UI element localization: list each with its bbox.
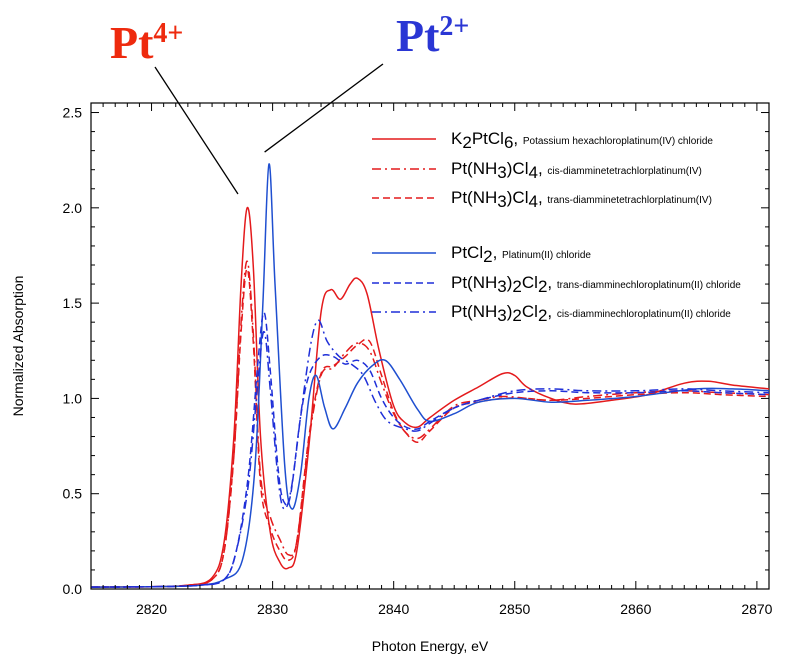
x-tick-label: 2850 bbox=[499, 601, 530, 617]
y-tick-label: 2.0 bbox=[63, 200, 83, 216]
series-line-2 bbox=[90, 260, 770, 588]
x-axis-title: Photon Energy, eV bbox=[372, 638, 489, 654]
series-layer bbox=[90, 163, 770, 588]
legend-label-3: Pt(NH3)Cl4, trans-diamminetetrachlorplat… bbox=[451, 188, 712, 211]
x-tick-label: 2870 bbox=[741, 601, 772, 617]
series-line-5 bbox=[90, 311, 770, 588]
legend-label-2: Pt(NH3)Cl4, cis-diamminetetrachlorplatin… bbox=[451, 159, 702, 182]
x-tick-label: 2830 bbox=[257, 601, 288, 617]
y-axis-title: Normalized Absorption bbox=[10, 276, 26, 417]
y-tick-label: 1.5 bbox=[63, 295, 83, 311]
y-tick-label: 1.0 bbox=[63, 390, 83, 406]
callout-line-1 bbox=[154, 66, 239, 195]
annotation-layer: Pt4+ Pt2+ bbox=[110, 10, 469, 195]
x-tick-label: 2820 bbox=[136, 601, 167, 617]
ticks-layer: 2820 2830 2840 2850 2860 2870 0.0 0.5 1.0 1.5 2.0 2… bbox=[63, 103, 773, 617]
oxidation-label-1: Pt4+ bbox=[110, 17, 183, 68]
series-line-3 bbox=[90, 268, 770, 588]
oxidation-label-2: Pt2+ bbox=[396, 10, 469, 61]
series-line-6 bbox=[90, 319, 770, 588]
series-line-4 bbox=[90, 163, 770, 588]
series-line-1 bbox=[90, 206, 770, 588]
y-tick-label: 0.5 bbox=[63, 486, 83, 502]
callout-line-2 bbox=[264, 63, 384, 153]
legend: K2PtCl6, Potassium hexachloroplatinum(IV… bbox=[372, 129, 741, 325]
x-tick-label: 2860 bbox=[620, 601, 651, 617]
y-tick-label: 0.0 bbox=[63, 581, 83, 597]
y-tick-label: 2.5 bbox=[63, 105, 83, 121]
x-tick-label: 2840 bbox=[378, 601, 409, 617]
legend-label-1: K2PtCl6, Potassium hexachloroplatinum(IV… bbox=[451, 129, 713, 152]
legend-label-5: Pt(NH3)2Cl2, trans-diamminechloroplatinu… bbox=[451, 273, 741, 296]
legend-label-4: PtCl2, Platinum(II) chloride bbox=[451, 243, 591, 266]
legend-label-6: Pt(NH3)2Cl2, cis-diamminechloroplatinum(… bbox=[451, 302, 731, 325]
